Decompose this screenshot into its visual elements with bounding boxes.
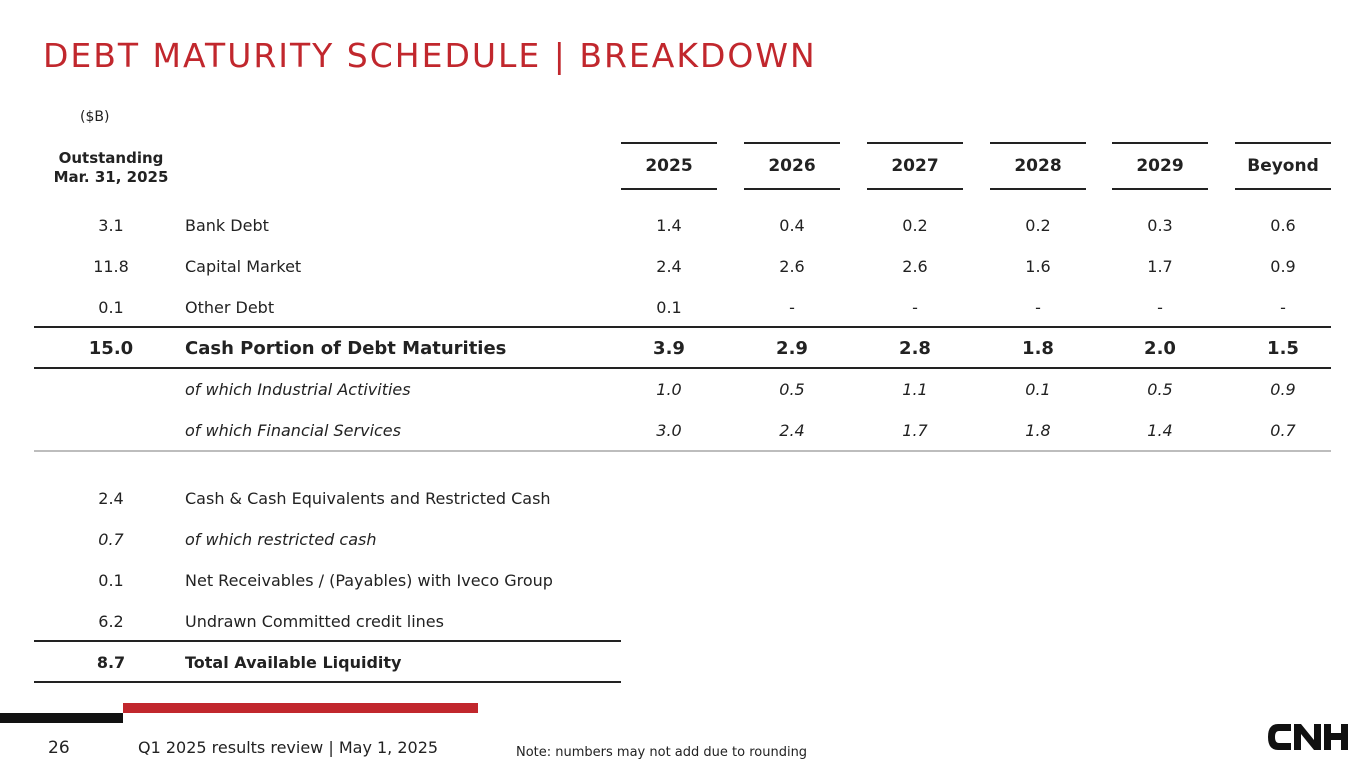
cell-2029: 1.4 [1147, 421, 1173, 440]
row-label: Other Debt [185, 298, 275, 317]
row-label: of which Industrial Activities [185, 380, 411, 399]
outstanding-value: 11.8 [93, 257, 129, 276]
cell-2026: 2.6 [779, 257, 805, 276]
outstanding-value: 3.1 [98, 216, 124, 235]
cell-2027: 1.1 [902, 380, 928, 399]
row-label: Cash Portion of Debt Maturities [185, 338, 507, 359]
cell-beyond: 0.6 [1270, 216, 1296, 235]
cell-2027: - [912, 298, 918, 317]
cell-2029: 0.3 [1147, 216, 1173, 235]
cell-2029: 0.5 [1147, 380, 1173, 399]
outstanding-value: 2.4 [98, 489, 124, 508]
unit-label: ($B) [80, 109, 110, 125]
year-header-2027: 2027 [867, 142, 963, 190]
cell-2028: 0.2 [1025, 216, 1051, 235]
cell-2027: 0.2 [902, 216, 928, 235]
outstanding-header: Outstanding Mar. 31, 2025 [34, 149, 188, 187]
cell-2025: 0.1 [656, 298, 682, 317]
divider [34, 450, 1331, 452]
outstanding-value: 8.7 [96, 653, 126, 672]
cell-2026: 2.9 [776, 338, 808, 359]
row-label: Undrawn Committed credit lines [185, 612, 444, 631]
footer-bar-black [0, 713, 123, 723]
cell-2026: 0.5 [779, 380, 805, 399]
cell-beyond: - [1280, 298, 1286, 317]
year-header-beyond: Beyond [1235, 142, 1331, 190]
outstanding-value: 0.1 [98, 298, 124, 317]
row-label: of which Financial Services [185, 421, 401, 440]
cell-2025: 1.0 [656, 380, 682, 399]
divider [34, 367, 1331, 369]
row-label: Capital Market [185, 257, 302, 276]
cell-beyond: 0.7 [1270, 421, 1296, 440]
year-header-2029: 2029 [1112, 142, 1208, 190]
year-header-2026: 2026 [744, 142, 840, 190]
cell-2026: 2.4 [779, 421, 805, 440]
divider [34, 326, 1331, 328]
cell-2027: 2.6 [902, 257, 928, 276]
cell-2029: 1.7 [1147, 257, 1173, 276]
row-label: Net Receivables / (Payables) with Iveco … [185, 571, 553, 590]
cell-2028: - [1035, 298, 1041, 317]
year-header-2028: 2028 [990, 142, 1086, 190]
outstanding-value: 15.0 [88, 338, 134, 359]
year-header-2025: 2025 [621, 142, 717, 190]
divider [34, 681, 621, 683]
cell-2029: - [1157, 298, 1163, 317]
outstanding-header-line2: Mar. 31, 2025 [53, 168, 169, 186]
row-label: of which restricted cash [185, 530, 377, 549]
row-label: Total Available Liquidity [185, 653, 402, 672]
cell-2025: 2.4 [656, 257, 682, 276]
page-number: 26 [48, 738, 70, 758]
cnh-logo [1268, 724, 1348, 750]
cell-2028: 1.8 [1022, 338, 1054, 359]
cell-2027: 1.7 [902, 421, 928, 440]
cell-2028: 0.1 [1025, 380, 1051, 399]
divider [34, 640, 621, 642]
footnote: Note: numbers may not add due to roundin… [516, 745, 808, 760]
footer-text: Q1 2025 results review | May 1, 2025 [138, 738, 439, 757]
outstanding-value: 6.2 [98, 612, 124, 631]
cell-2025: 1.4 [656, 216, 682, 235]
cell-2029: 2.0 [1144, 338, 1176, 359]
cell-2026: 0.4 [779, 216, 805, 235]
cell-2025: 3.9 [653, 338, 685, 359]
cell-beyond: 0.9 [1270, 380, 1296, 399]
cell-2027: 2.8 [899, 338, 931, 359]
footer-bar-red [123, 703, 478, 713]
cell-2026: - [789, 298, 795, 317]
cell-2028: 1.8 [1025, 421, 1051, 440]
cell-2028: 1.6 [1025, 257, 1051, 276]
cell-beyond: 0.9 [1270, 257, 1296, 276]
page-title: DEBT MATURITY SCHEDULE | BREAKDOWN [43, 36, 817, 75]
cell-2025: 3.0 [656, 421, 682, 440]
outstanding-value: 0.7 [98, 530, 124, 549]
row-label: Cash & Cash Equivalents and Restricted C… [185, 489, 551, 508]
outstanding-header-line1: Outstanding [58, 149, 164, 167]
row-label: Bank Debt [185, 216, 269, 235]
outstanding-value: 0.1 [98, 571, 124, 590]
cell-beyond: 1.5 [1267, 338, 1299, 359]
